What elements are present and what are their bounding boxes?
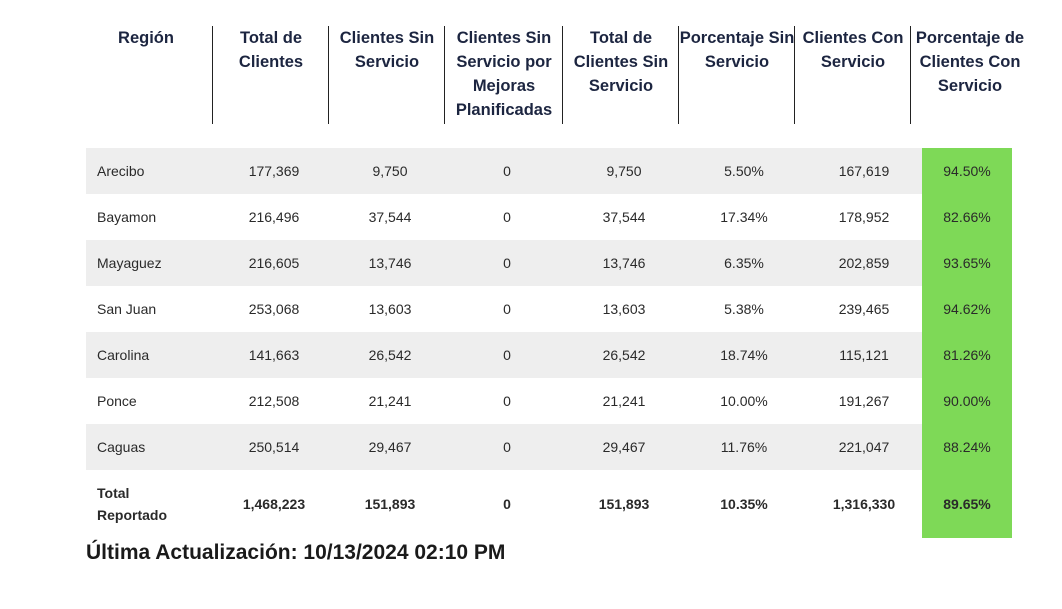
table-header: Región Total de Clientes Clientes Sin Se… xyxy=(0,0,1062,140)
cell-pct-con: 82.66% xyxy=(922,194,1012,240)
cell-total: 250,514 xyxy=(248,439,300,455)
cell-total: 216,605 xyxy=(248,255,300,271)
cell-total-sin: 26,542 xyxy=(602,347,646,363)
cell-pct-sin: 5.38% xyxy=(724,301,764,317)
table-row: Ponce 212,508 21,241 0 21,241 10.00% 191… xyxy=(86,378,1012,424)
cell-pct-sin: 5.50% xyxy=(724,163,764,179)
cell-sin-servicio: 37,544 xyxy=(368,209,412,225)
data-table: Arecibo 177,369 9,750 0 9,750 5.50% 167,… xyxy=(86,148,1012,538)
table-row: Carolina 141,663 26,542 0 26,542 18.74% … xyxy=(86,332,1012,378)
cell-con-servicio: 202,859 xyxy=(838,255,890,271)
cell-total-sin: 9,750 xyxy=(606,163,642,179)
header-region: Región xyxy=(118,29,174,47)
cell-region: Ponce xyxy=(97,393,137,409)
cell-pct-sin: 6.35% xyxy=(724,255,764,271)
cell-sin-servicio: 9,750 xyxy=(372,163,408,179)
total-label: Total xyxy=(97,485,130,501)
cell-pct-con: 81.26% xyxy=(922,332,1012,378)
cell-pct-sin: 10.00% xyxy=(720,393,768,409)
cell-sin-servicio: 21,241 xyxy=(368,393,412,409)
cell-total: 177,369 xyxy=(248,163,300,179)
last-updated: Última Actualización: 10/13/2024 02:10 P… xyxy=(86,541,506,564)
cell-con-servicio: 167,619 xyxy=(838,163,890,179)
cell-total: 212,508 xyxy=(248,393,300,409)
cell-region: Arecibo xyxy=(97,163,145,179)
cell-total-sin: 37,544 xyxy=(602,209,646,225)
cell-total: 253,068 xyxy=(248,301,300,317)
cell-pct-sin: 11.76% xyxy=(720,439,768,455)
cell-total-sin: 13,746 xyxy=(602,255,646,271)
cell-mejoras: 0 xyxy=(503,439,511,455)
header-porcentaje-con-servicio: Porcentaje de Clientes Con Servicio xyxy=(910,26,1029,124)
header-total-clientes: Total de Clientes xyxy=(212,26,329,124)
cell-mejoras: 0 xyxy=(503,255,511,271)
cell-mejoras: 0 xyxy=(503,496,511,512)
cell-region: Carolina xyxy=(97,347,150,363)
cell-sin-servicio: 29,467 xyxy=(368,439,412,455)
cell-pct-sin: 18.74% xyxy=(720,347,768,363)
cell-region-total: Total Reportado xyxy=(86,470,216,538)
cell-total: 141,663 xyxy=(248,347,300,363)
cell-pct-sin: 10.35% xyxy=(720,496,768,512)
cell-mejoras: 0 xyxy=(503,163,511,179)
table-row: Arecibo 177,369 9,750 0 9,750 5.50% 167,… xyxy=(86,148,1012,194)
cell-total: 216,496 xyxy=(248,209,300,225)
cell-pct-con: 94.62% xyxy=(922,286,1012,332)
totals-row: Total Reportado 1,468,223 151,893 0 151,… xyxy=(86,470,1012,538)
cell-total: 1,468,223 xyxy=(242,496,306,512)
cell-sin-servicio: 151,893 xyxy=(364,496,416,512)
cell-con-servicio: 221,047 xyxy=(838,439,890,455)
cell-mejoras: 0 xyxy=(503,393,511,409)
table-row: Caguas 250,514 29,467 0 29,467 11.76% 22… xyxy=(86,424,1012,470)
cell-con-servicio: 178,952 xyxy=(838,209,890,225)
cell-total-sin: 21,241 xyxy=(602,393,646,409)
header-total-sin-servicio: Total de Clientes Sin Servicio xyxy=(562,26,679,124)
cell-con-servicio: 1,316,330 xyxy=(832,496,896,512)
header-sin-servicio-mejoras: Clientes Sin Servicio por Mejoras Planif… xyxy=(444,26,563,124)
cell-mejoras: 0 xyxy=(503,209,511,225)
cell-con-servicio: 191,267 xyxy=(838,393,890,409)
cell-con-servicio: 239,465 xyxy=(838,301,890,317)
cell-sin-servicio: 13,746 xyxy=(368,255,412,271)
cell-pct-con: 90.00% xyxy=(922,378,1012,424)
header-clientes-sin-servicio: Clientes Sin Servicio xyxy=(328,26,445,124)
cell-region: Bayamon xyxy=(97,209,157,225)
cell-total-sin: 29,467 xyxy=(602,439,646,455)
cell-pct-con: 88.24% xyxy=(922,424,1012,470)
cell-pct-sin: 17.34% xyxy=(720,209,768,225)
table-row: San Juan 253,068 13,603 0 13,603 5.38% 2… xyxy=(86,286,1012,332)
cell-sin-servicio: 13,603 xyxy=(368,301,412,317)
cell-total-sin: 13,603 xyxy=(602,301,646,317)
cell-region: Caguas xyxy=(97,439,146,455)
reportado-label: Reportado xyxy=(97,507,167,523)
header-clientes-con-servicio: Clientes Con Servicio xyxy=(794,26,911,124)
cell-mejoras: 0 xyxy=(503,347,511,363)
cell-region: Mayaguez xyxy=(97,255,162,271)
table-row: Mayaguez 216,605 13,746 0 13,746 6.35% 2… xyxy=(86,240,1012,286)
cell-mejoras: 0 xyxy=(503,301,511,317)
header-porcentaje-sin-servicio: Porcentaje Sin Servicio xyxy=(678,26,795,124)
cell-pct-con: 93.65% xyxy=(922,240,1012,286)
cell-sin-servicio: 26,542 xyxy=(368,347,412,363)
cell-con-servicio: 115,121 xyxy=(839,347,889,363)
cell-region: San Juan xyxy=(97,301,157,317)
cell-pct-con: 94.50% xyxy=(922,148,1012,194)
cell-pct-con: 89.65% xyxy=(922,470,1012,538)
table-row: Bayamon 216,496 37,544 0 37,544 17.34% 1… xyxy=(86,194,1012,240)
cell-total-sin: 151,893 xyxy=(598,496,650,512)
